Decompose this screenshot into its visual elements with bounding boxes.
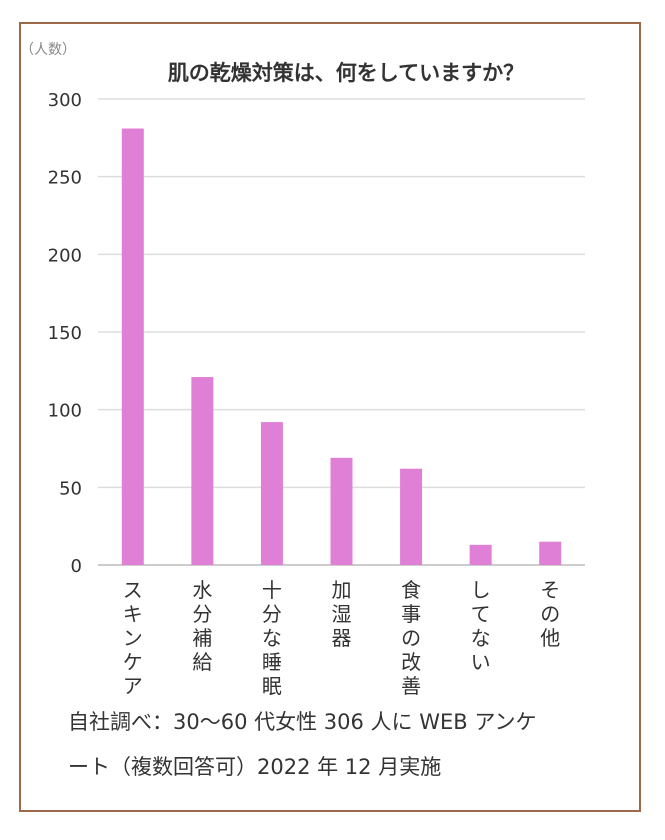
y-axis-unit-label: （人数） (20, 42, 76, 58)
bar-3 (330, 457, 353, 565)
y-tick-label: 50 (59, 478, 82, 499)
x-category-label: 食事の改善 (401, 578, 421, 698)
y-tick-label: 250 (48, 168, 82, 189)
x-category-label: スキンケア (123, 578, 143, 698)
x-category-label: 加湿器 (332, 578, 352, 650)
x-category-label: 十分な睡眠 (262, 578, 282, 698)
bar-2 (260, 422, 283, 565)
x-category-label: その他 (540, 578, 560, 650)
y-tick-label: 150 (48, 323, 82, 344)
y-tick-label: 100 (48, 401, 82, 422)
footnote-line-2: ート（複数回答可）2022 年 12 月実施 (68, 755, 442, 779)
bar-4 (400, 468, 423, 565)
bar-chart: 肌の乾燥対策は、何をしていますか？ （人数） 0 50 100 150 200 250 30… (20, 42, 585, 698)
chart-title: 肌の乾燥対策は、何をしていますか？ (168, 61, 524, 85)
bar-0 (121, 128, 144, 565)
x-category-label: 水分補給 (192, 578, 212, 674)
bar-1 (191, 377, 214, 565)
y-tick-label: 0 (71, 556, 82, 577)
bar-5 (469, 544, 492, 565)
y-tick-label: 300 (48, 90, 82, 111)
x-category-label: してない (471, 578, 491, 674)
bar-6 (539, 541, 562, 565)
footnote-line-1: 自社調べ：30～60 代女性 306 人に WEB アンケ (68, 710, 537, 734)
y-tick-label: 200 (48, 245, 82, 266)
